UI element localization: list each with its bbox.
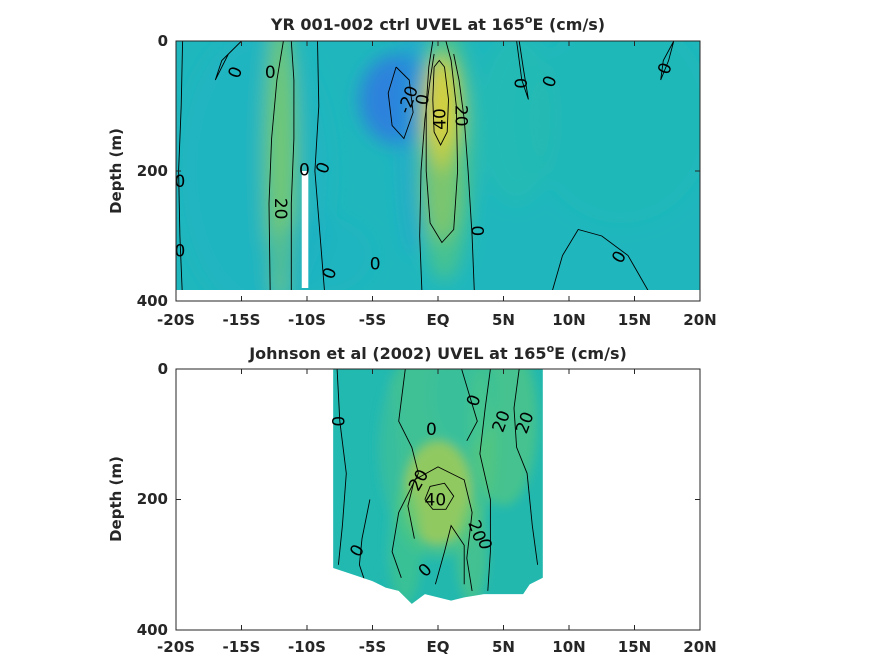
chart-top-x-tick-label: EQ [427, 311, 450, 329]
chart-bottom-x-tick-label: 10N [552, 638, 585, 656]
chart-top-gap-mask [301, 171, 309, 288]
chart-field-blob [388, 486, 423, 604]
chart-top-tick-marks [176, 41, 700, 301]
chart-contour-line [552, 228, 649, 290]
chart-contour-line [358, 499, 371, 585]
chart-contour-line [425, 41, 459, 244]
chart-bottom-y-tick-label: 400 [137, 621, 168, 639]
chart-bottom-y-tick-label: 200 [137, 490, 168, 508]
chart-contour-label: 0 [426, 420, 437, 440]
chart-contour-label: 0 [473, 537, 495, 551]
chart-top-x-tick-label: 20N [683, 311, 716, 329]
chart-contour-line [434, 524, 465, 585]
chart-bottom-x-tick-label: -15S [223, 638, 261, 656]
chart-bottom-x-tick-label: -10S [288, 638, 326, 656]
chart-contour-line [214, 41, 242, 81]
chart-top-contours [178, 41, 675, 290]
chart-top-y-axis-label: Depth (m) [107, 128, 125, 214]
chart-top-x-tick-label: -5S [359, 311, 386, 329]
chart-contour-label: 20 [451, 105, 471, 127]
chart-contour-line [424, 482, 455, 510]
chart-contour-line [513, 369, 539, 565]
chart-top-title: YR 001-002 ctrl UVEL at 165oE (cm/s) [270, 13, 605, 34]
chart-contour-label: 20 [270, 198, 290, 220]
chart-top-x-tick-label: -10S [288, 311, 326, 329]
chart-bottom-x-tick-label: EQ [427, 638, 450, 656]
chart-field-blob [424, 138, 459, 243]
chart-bottom-plot-area [333, 369, 543, 604]
chart-top-x-tick-label: 5N [492, 311, 515, 329]
chart-contour-label: 0 [299, 161, 310, 181]
chart-top-x-tick-label: -15S [223, 311, 261, 329]
chart-contour-line [407, 466, 473, 591]
chart-bottom-x-tick-label: 20N [683, 638, 716, 656]
chart-top-y-ticks: 0 200 400 [137, 32, 168, 310]
chart-top-field-blobs [176, 41, 700, 290]
chart-contour-label: 0 [329, 416, 349, 427]
chart-contour-label: 0 [466, 225, 486, 236]
chart-field-blob [423, 54, 461, 171]
chart-bottom-y-axis-label: Depth (m) [107, 456, 125, 542]
chart-field-blob [267, 216, 373, 290]
chart-contour-line [290, 41, 295, 290]
chart-top-x-tick-label: 15N [618, 311, 651, 329]
chart-contour-line [660, 41, 675, 81]
chart-contour-label: 0 [412, 93, 434, 107]
chart-top-y-tick-label: 400 [137, 292, 168, 310]
chart-contour-line [387, 66, 414, 140]
chart-bottom-panel: Johnson et al (2002) UVEL at 165oE (cm/s… [107, 342, 717, 656]
chart-top-x-tick-label: 10N [552, 311, 585, 329]
chart-field-blob [431, 369, 497, 448]
chart-top-plot-area [176, 41, 700, 290]
chart-bottom-y-tick-label: 0 [158, 360, 168, 378]
chart-top-panel: YR 001-002 ctrl UVEL at 165oE (cm/s) 0 0 -… [107, 13, 717, 329]
chart-contour-label: 0 [175, 172, 186, 192]
chart-bottom-tick-marks [176, 369, 700, 630]
chart-contour-line [336, 369, 347, 565]
chart-bottom-title: Johnson et al (2002) UVEL at 165oE (cm/s… [248, 342, 627, 363]
chart-contour-line [268, 41, 284, 290]
chart-contour-label: 40 [430, 108, 450, 130]
chart-top-y-tick-label: 0 [158, 32, 168, 50]
chart-bottom-x-tick-label: 15N [618, 638, 651, 656]
chart-bottom-x-tick-label: -20S [157, 638, 195, 656]
chart-contour-label: 40 [425, 491, 447, 511]
chart-field-blob [529, 41, 700, 223]
chart-bottom-x-ticks: -20S -15S -10S -5S EQ 5N 10N 15N 20N [157, 638, 717, 656]
chart-contour-line [419, 53, 435, 290]
chart-top-y-tick-label: 200 [137, 162, 168, 180]
chart-contour-label: 0 [265, 63, 276, 83]
chart-field-blob [333, 369, 399, 598]
chart-contour-line [432, 59, 449, 147]
chart-top-x-tick-label: -20S [157, 311, 195, 329]
chart-contour-label: 0 [510, 78, 530, 89]
chart-contour-label: 0 [370, 254, 381, 274]
chart-contour-line [479, 369, 491, 591]
chart-contour-line [516, 41, 529, 100]
chart-bottom-x-tick-label: 5N [492, 638, 515, 656]
chart-bottom-x-tick-label: -5S [359, 638, 386, 656]
chart-contour-line [314, 41, 325, 290]
chart-contour-line [453, 53, 475, 290]
chart-contour-line [461, 369, 478, 442]
chart-contour-line [391, 369, 419, 578]
chart-contour-label: 0 [175, 241, 186, 261]
chart-bottom-y-ticks: 0 200 400 [137, 360, 168, 639]
chart-top-x-ticks: -20S -15S -10S -5S EQ 5N 10N 15N 20N [157, 311, 717, 329]
chart-bottom-contours [336, 369, 539, 591]
